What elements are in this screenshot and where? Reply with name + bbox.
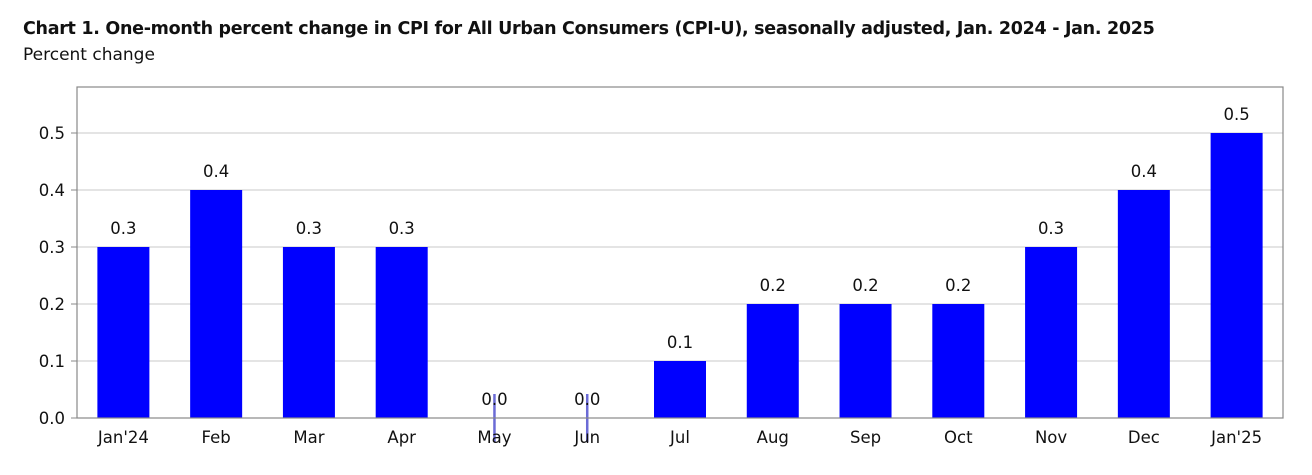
y-tick-label: 0.1 (39, 352, 65, 371)
bar (97, 247, 150, 418)
data-label: 0.0 (574, 390, 600, 409)
data-label: 0.4 (203, 162, 229, 181)
plot-frame (76, 86, 1284, 419)
x-tick-label: May (477, 428, 511, 447)
bar (932, 304, 985, 418)
data-label: 0.0 (481, 390, 507, 409)
data-label: 0.3 (296, 219, 322, 238)
x-tick-label: Dec (1128, 428, 1160, 447)
x-tick-label: Nov (1035, 428, 1067, 447)
data-labels: 0.3 0.4 0.3 0.3 0.0 0.0 0.1 0.2 0.2 0.2 0.3 0.4 0.5 (110, 105, 1249, 409)
y-tick-label: 0.4 (39, 181, 65, 200)
gridlines (77, 132, 1283, 362)
bar (1117, 190, 1170, 418)
bar (190, 190, 243, 418)
y-tick-label: 0.0 (39, 409, 65, 428)
data-label: 0.5 (1223, 105, 1249, 124)
x-tick-label: Feb (202, 428, 231, 447)
bar (746, 304, 799, 418)
data-label: 0.2 (852, 276, 878, 295)
bar (375, 247, 428, 418)
data-label: 0.2 (760, 276, 786, 295)
data-label: 0.1 (667, 333, 693, 352)
x-tick-label: Mar (293, 428, 324, 447)
data-label: 0.4 (1131, 162, 1157, 181)
data-label: 0.2 (945, 276, 971, 295)
bars (97, 133, 1263, 442)
y-tick-label: 0.3 (39, 238, 65, 257)
x-axis-ticks: Jan'24 Feb Mar Apr May Jun Jul Aug Sep Oct Nov Dec J… (97, 428, 1262, 447)
bar (654, 361, 706, 418)
data-label: 0.3 (1038, 219, 1064, 238)
x-tick-label: Jun (573, 428, 600, 447)
y-axis-label: Percent change (23, 45, 155, 65)
x-tick-label: Apr (387, 428, 416, 447)
data-label: 0.3 (110, 219, 136, 238)
y-axis-ticks: 0.0 0.1 0.2 0.3 0.4 0.5 (39, 124, 77, 428)
x-tick-label: Jan'24 (97, 428, 149, 447)
bar (1210, 133, 1263, 418)
x-tick-label: Jan'25 (1210, 428, 1262, 447)
data-label: 0.3 (389, 219, 415, 238)
x-tick-label: Jul (669, 428, 690, 447)
x-tick-label: Sep (850, 428, 881, 447)
bar (839, 304, 892, 418)
chart-title: Chart 1. One-month percent change in CPI… (23, 19, 1155, 39)
y-tick-label: 0.2 (39, 295, 65, 314)
bar (282, 247, 335, 418)
x-tick-label: Oct (944, 428, 973, 447)
x-tick-label: Aug (757, 428, 789, 447)
y-tick-label: 0.5 (39, 124, 65, 143)
bar (1025, 247, 1078, 418)
